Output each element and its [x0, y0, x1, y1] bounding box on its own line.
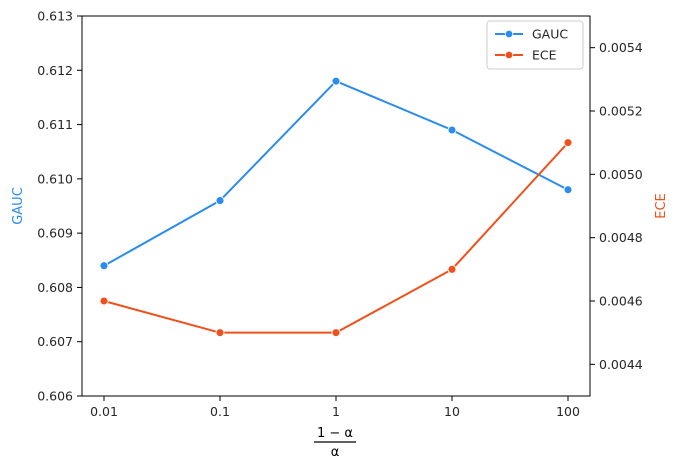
data-point-ece	[563, 138, 573, 148]
x-tick-label: 1	[332, 404, 340, 419]
legend: GAUC ECE	[486, 20, 584, 70]
x-axis-title-denominator: α	[331, 445, 340, 460]
data-point-ece	[215, 328, 225, 338]
series-layer	[99, 76, 573, 338]
right-tick-label: 0.0044	[599, 357, 643, 372]
right-tick-label: 0.0054	[599, 40, 643, 55]
left-tick-label: 0.612	[37, 63, 73, 78]
left-tick-label: 0.610	[37, 171, 73, 186]
legend-marker-gauc	[504, 29, 514, 39]
right-axis-ticks: 0.0044 0.0046 0.0048 0.0050 0.0052 0.0054	[590, 40, 643, 372]
x-axis-title-numerator: 1 − α	[317, 426, 353, 441]
left-axis-ticks: 0.606 0.607 0.608 0.609 0.610 0.611 0.612 0.613	[37, 9, 82, 404]
x-tick-label: 100	[556, 404, 580, 419]
x-tick-label: 0.1	[210, 404, 230, 419]
data-point-ece	[447, 264, 457, 274]
data-point-gauc	[563, 185, 573, 195]
right-axis-title: ECE	[654, 193, 669, 219]
legend-label-ece: ECE	[532, 48, 557, 63]
data-point-ece	[99, 296, 109, 306]
data-point-gauc	[99, 261, 109, 271]
right-tick-label: 0.0052	[599, 104, 643, 119]
left-tick-label: 0.607	[37, 334, 73, 349]
legend-marker-ece	[504, 50, 514, 60]
data-point-gauc	[215, 196, 225, 206]
left-tick-label: 0.613	[37, 9, 73, 24]
right-tick-label: 0.0050	[599, 167, 643, 182]
left-axis-title: GAUC	[11, 187, 26, 225]
data-point-gauc	[331, 76, 341, 86]
x-tick-label: 0.01	[90, 404, 118, 419]
plot-area	[81, 15, 591, 397]
legend-label-gauc: GAUC	[532, 27, 568, 42]
left-tick-label: 0.606	[37, 389, 73, 404]
right-tick-label: 0.0046	[599, 294, 643, 309]
right-tick-label: 0.0048	[599, 230, 643, 245]
left-tick-label: 0.611	[37, 117, 73, 132]
x-axis-title: 1 − α α	[314, 426, 356, 460]
x-axis-ticks: 0.01 0.1 1 10 100	[90, 396, 580, 419]
data-point-gauc	[447, 125, 457, 135]
data-point-ece	[331, 328, 341, 338]
left-tick-label: 0.609	[37, 226, 73, 241]
left-tick-label: 0.608	[37, 280, 73, 295]
x-tick-label: 10	[444, 404, 460, 419]
